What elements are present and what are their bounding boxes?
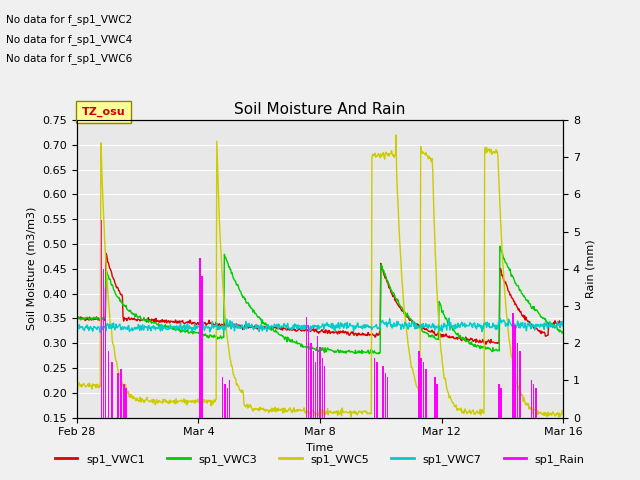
Text: TZ_osu: TZ_osu — [82, 107, 125, 117]
Bar — [512, 313, 514, 418]
Bar — [376, 362, 378, 418]
Bar — [385, 373, 386, 418]
Bar — [519, 350, 521, 418]
X-axis label: Time: Time — [307, 443, 333, 453]
Bar — [319, 347, 321, 418]
Bar — [222, 377, 223, 418]
Bar — [305, 317, 307, 418]
Bar — [117, 373, 118, 418]
Bar — [436, 384, 438, 418]
Bar — [108, 350, 109, 418]
Bar — [315, 362, 316, 418]
Bar — [103, 269, 104, 418]
Bar — [310, 343, 312, 418]
Bar — [532, 384, 534, 418]
Bar — [123, 384, 125, 418]
Title: Soil Moisture And Rain: Soil Moisture And Rain — [234, 102, 406, 118]
Bar — [228, 380, 230, 418]
Bar — [111, 362, 113, 418]
Bar — [422, 362, 424, 418]
Bar — [500, 388, 502, 418]
Bar — [225, 384, 226, 418]
Bar — [199, 258, 201, 418]
Bar — [531, 380, 532, 418]
Y-axis label: Soil Moisture (m3/m3): Soil Moisture (m3/m3) — [27, 207, 36, 331]
Text: No data for f_sp1_VWC6: No data for f_sp1_VWC6 — [6, 53, 132, 64]
Bar — [383, 366, 384, 418]
Bar — [420, 358, 422, 418]
Bar — [425, 369, 426, 418]
Bar — [387, 377, 388, 418]
Bar — [312, 350, 314, 418]
Bar — [202, 276, 203, 418]
Bar — [517, 343, 518, 418]
Bar — [418, 350, 420, 418]
Bar — [374, 358, 376, 418]
Bar — [105, 288, 106, 418]
Bar — [324, 366, 325, 418]
Bar — [434, 377, 436, 418]
Bar — [125, 388, 127, 418]
Bar — [308, 324, 309, 418]
Text: No data for f_sp1_VWC2: No data for f_sp1_VWC2 — [6, 14, 132, 25]
Bar — [498, 384, 499, 418]
Bar — [322, 358, 323, 418]
Y-axis label: Rain (mm): Rain (mm) — [586, 240, 596, 298]
Bar — [535, 388, 536, 418]
Legend: sp1_VWC1, sp1_VWC3, sp1_VWC5, sp1_VWC7, sp1_Rain: sp1_VWC1, sp1_VWC3, sp1_VWC5, sp1_VWC7, … — [51, 450, 589, 469]
Bar — [120, 369, 122, 418]
Text: No data for f_sp1_VWC4: No data for f_sp1_VWC4 — [6, 34, 132, 45]
Bar — [317, 336, 318, 418]
Bar — [101, 220, 102, 418]
Bar — [515, 324, 516, 418]
Bar — [227, 388, 228, 418]
